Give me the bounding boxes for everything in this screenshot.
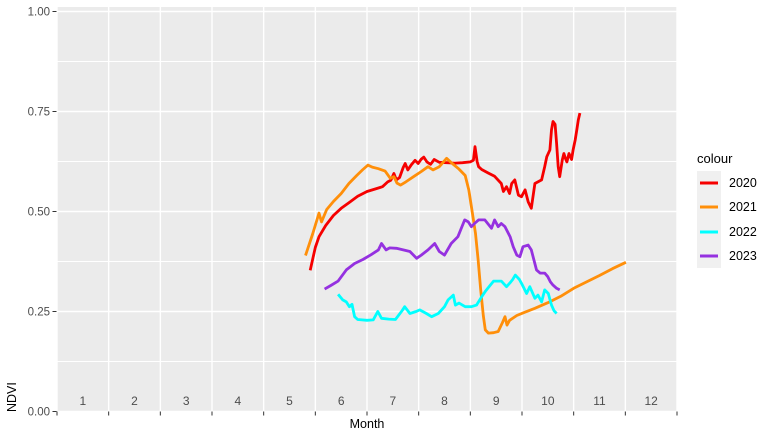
series-line-2020 — [308, 112, 582, 271]
legend-item-label: 2022 — [729, 224, 757, 239]
x-tick-label: 4 — [234, 394, 241, 408]
legend-key-swatch — [697, 171, 721, 196]
legend-item-2020: 2020 — [697, 171, 757, 196]
y-tick-label: 0.50 — [28, 207, 50, 219]
legend-title: colour — [697, 151, 733, 166]
legend-item-2021: 2021 — [697, 195, 757, 220]
legend-item-label: 2021 — [729, 200, 757, 215]
x-axis-title: Month — [349, 417, 385, 431]
x-tick-label: 2 — [131, 394, 138, 408]
x-tick-label: 5 — [286, 394, 293, 408]
legend-key-line-icon — [700, 181, 718, 185]
legend-key-swatch — [697, 195, 721, 220]
series-line-2023 — [323, 218, 561, 292]
x-tick-label: 1 — [79, 394, 86, 408]
legend-item-label: 2023 — [729, 249, 757, 264]
legend-item-2023: 2023 — [697, 243, 757, 269]
x-tick-label: 7 — [389, 394, 396, 408]
x-tick-label: 9 — [493, 394, 500, 408]
legend-key-swatch — [697, 243, 721, 269]
x-tick-label: 8 — [441, 394, 448, 408]
legend-key-swatch — [697, 219, 721, 244]
series-line-2022 — [337, 273, 558, 322]
x-tick-label: 6 — [338, 394, 345, 408]
y-tick-label: 0.25 — [28, 307, 50, 319]
y-tick-label: 1.00 — [28, 7, 50, 19]
legend: colour 2020 2021 2022 2023 — [697, 151, 757, 269]
x-tick-label: 11 — [593, 394, 606, 408]
y-tick-label: 0.00 — [28, 407, 50, 419]
legend-key-line-icon — [700, 205, 718, 209]
legend-item-label: 2020 — [729, 176, 757, 191]
x-tick-label: 3 — [183, 394, 190, 408]
legend-key-line-icon — [700, 254, 718, 258]
legend-items: 2020 2021 2022 2023 — [697, 171, 757, 269]
legend-key-line-icon — [700, 230, 718, 234]
legend-item-2022: 2022 — [697, 219, 757, 244]
series-line-2021 — [304, 156, 627, 335]
x-tick-label: 10 — [541, 394, 555, 408]
x-tick-label: 12 — [644, 394, 658, 408]
y-axis-title: NDVI — [5, 382, 19, 412]
y-tick-label: 0.75 — [28, 107, 50, 119]
